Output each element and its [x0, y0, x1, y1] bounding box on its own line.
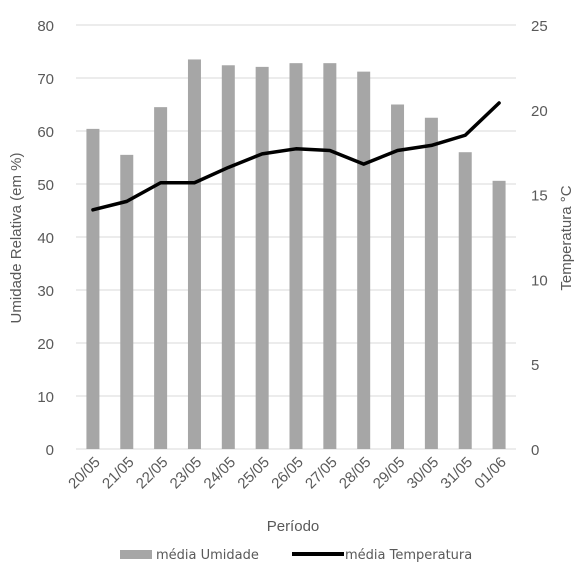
- legend-swatch-humidity: [120, 550, 152, 559]
- right-tick-label: 5: [531, 357, 539, 374]
- humidity-bar: [221, 65, 235, 449]
- x-tick-label: 27/05: [302, 454, 341, 493]
- humidity-bar: [154, 107, 168, 450]
- x-tick-label: 21/05: [99, 454, 138, 493]
- legend-label-temperature: média Temperatura: [345, 548, 472, 563]
- humidity-bar: [492, 180, 506, 449]
- x-tick-label: 23/05: [167, 454, 206, 493]
- right-axis-ticks: 0 5 10 15 20 25: [531, 18, 548, 459]
- x-axis-title: Período: [267, 518, 320, 535]
- x-axis-ticks: 20/0521/0522/0523/0524/0525/0526/0527/05…: [65, 454, 510, 493]
- humidity-bar: [120, 154, 134, 449]
- x-tick-label: 31/05: [437, 454, 476, 493]
- x-tick-label: 01/06: [471, 454, 510, 493]
- right-tick-label: 25: [531, 18, 548, 35]
- legend: média Umidade média Temperatura: [120, 548, 472, 563]
- humidity-bar: [289, 63, 303, 449]
- right-tick-label: 15: [531, 188, 548, 205]
- x-tick-label: 26/05: [268, 454, 307, 493]
- humidity-bar: [424, 117, 438, 449]
- right-axis-title: Temperatura °C: [558, 185, 575, 290]
- left-axis-title: Umidade Relativa (em %): [8, 153, 25, 324]
- humidity-bar: [458, 152, 472, 449]
- x-tick-label: 29/05: [370, 454, 409, 493]
- left-tick-label: 50: [37, 177, 54, 194]
- temperature-line-group: [91, 101, 501, 212]
- legend-label-humidity: média Umidade: [156, 548, 259, 563]
- right-tick-label: 20: [531, 103, 548, 120]
- x-tick-label: 20/05: [65, 454, 104, 493]
- left-tick-label: 0: [46, 442, 54, 459]
- left-tick-label: 70: [37, 71, 54, 88]
- right-tick-label: 0: [531, 442, 539, 459]
- left-tick-label: 10: [37, 389, 54, 406]
- humidity-bars: [86, 59, 506, 450]
- humidity-bar: [86, 128, 100, 449]
- right-tick-label: 10: [531, 272, 548, 289]
- left-tick-label: 40: [37, 230, 54, 247]
- left-tick-label: 60: [37, 124, 54, 141]
- x-tick-label: 25/05: [234, 454, 273, 493]
- left-tick-label: 30: [37, 283, 54, 300]
- humidity-bar: [391, 104, 405, 449]
- left-tick-label: 80: [37, 18, 54, 35]
- humidity-bar: [255, 66, 269, 450]
- humidity-bar: [357, 71, 371, 449]
- x-tick-label: 30/05: [404, 454, 443, 493]
- humidity-bar: [323, 63, 337, 449]
- humidity-bar: [187, 59, 201, 449]
- left-axis-ticks: 0 10 20 30 40 50 60 70 80: [37, 18, 54, 459]
- x-tick-label: 24/05: [201, 454, 240, 493]
- left-tick-label: 20: [37, 336, 54, 353]
- x-tick-label: 22/05: [133, 454, 172, 493]
- x-tick-label: 28/05: [336, 454, 375, 493]
- temperature-line: [91, 101, 501, 212]
